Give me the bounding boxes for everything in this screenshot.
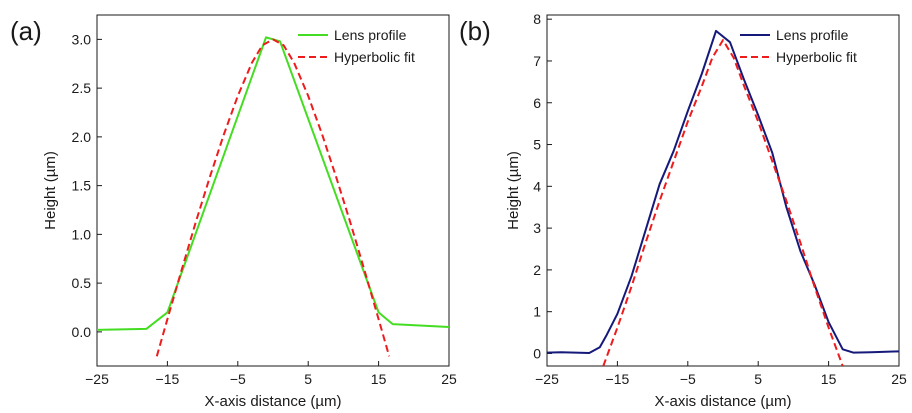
y-tick-label: 6: [533, 95, 541, 111]
x-tick-label: 5: [304, 371, 312, 387]
y-tick-label: 2: [533, 262, 541, 278]
x-tick-label: −15: [156, 371, 180, 387]
y-axis-label: Height (µm): [505, 151, 522, 230]
series-line-lens-profile: [547, 29, 899, 354]
legend-label: Lens profile: [776, 27, 849, 43]
x-tick-label: 15: [821, 371, 837, 387]
y-tick-label: 1.5: [72, 178, 92, 194]
x-tick-label: 25: [441, 371, 457, 387]
x-tick-label: 15: [371, 371, 387, 387]
series-line-lens-profile: [97, 36, 449, 331]
plot-frame: [96, 14, 450, 367]
x-axis-label: X-axis distance (µm): [204, 393, 341, 410]
legend-label: Hyperbolic fit: [776, 49, 857, 65]
x-axis-label: X-axis distance (µm): [654, 393, 791, 410]
y-tick-label: 1: [533, 304, 541, 320]
plot-frame: [546, 14, 900, 367]
series-line-hyperbolic-fit: [155, 38, 391, 357]
series-line-hyperbolic-fit: [602, 39, 844, 366]
y-tick-label: 0.0: [72, 324, 92, 340]
y-tick-label: 5: [533, 137, 541, 153]
chart-panel-b: −25 −15 −5 5 15 25 0 1 2 3 4 5 6 7 8 X-axis distance (µ…: [459, 11, 907, 410]
y-tick-label: 3.0: [72, 31, 92, 47]
y-tick-label: 2.0: [72, 129, 92, 145]
x-tick-label: −25: [535, 371, 559, 387]
y-tick-label: 4: [533, 178, 541, 194]
y-tick-label: 7: [533, 53, 541, 69]
y-tick-label: 1.0: [72, 226, 92, 242]
y-tick-label: 0.5: [72, 275, 92, 291]
x-tick-label: −15: [606, 371, 630, 387]
panel-label: (a): [10, 16, 42, 46]
x-tick-label: −25: [85, 371, 109, 387]
legend-label: Hyperbolic fit: [334, 49, 415, 65]
x-tick-label: −5: [230, 371, 246, 387]
y-axis-label: Height (µm): [42, 151, 59, 230]
y-tick-label: 3: [533, 220, 541, 236]
x-tick-label: 25: [891, 371, 907, 387]
chart-panel-a: −25 −15 −5 5 15 25 0.0 0.5 1.0 1.5 2.0 2.5 3.0 X-axis…: [10, 14, 457, 410]
x-tick-label: 5: [754, 371, 762, 387]
panel-label: (b): [459, 16, 491, 46]
y-tick-label: 2.5: [72, 80, 92, 96]
legend-label: Lens profile: [334, 27, 407, 43]
y-tick-label: 0: [533, 345, 541, 361]
y-tick-label: 8: [533, 11, 541, 27]
x-tick-label: −5: [680, 371, 696, 387]
